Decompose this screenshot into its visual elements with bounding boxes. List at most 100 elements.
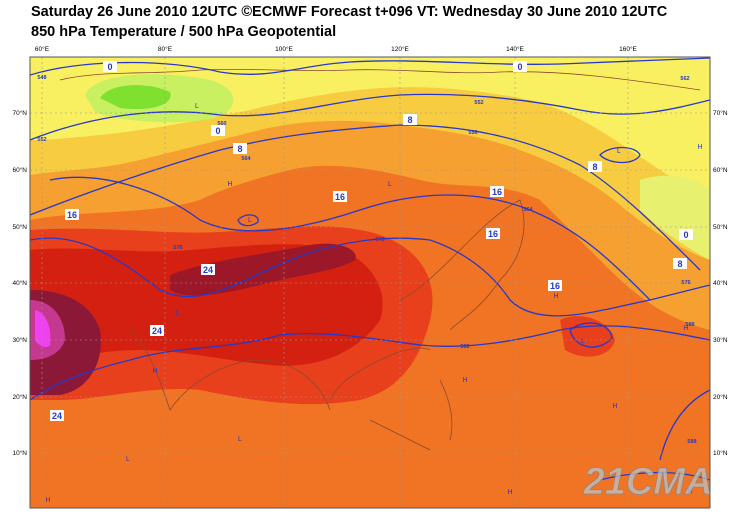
- lon-label: 80°E: [158, 45, 173, 53]
- contour-label-box: [548, 280, 562, 291]
- contour-label-box: [403, 114, 417, 125]
- contour-label-box: [673, 258, 687, 269]
- contour-label-box: [233, 143, 247, 154]
- lat-label-left: 10°N: [12, 449, 27, 457]
- field-magenta: [35, 310, 51, 348]
- contour-label: 560: [217, 121, 226, 127]
- pressure-center: H: [553, 293, 558, 300]
- contour-label: 0: [107, 62, 112, 72]
- lat-label-right: 50°N: [713, 223, 728, 231]
- lat-label-right: 30°N: [713, 336, 728, 344]
- contour-label: 16: [488, 229, 498, 239]
- contour-line: [30, 325, 710, 401]
- temperature-field: [30, 57, 710, 508]
- contour-line: [30, 237, 710, 317]
- pressure-center: L: [195, 103, 199, 110]
- lon-label: 140°E: [506, 45, 524, 53]
- contour-label-box: [490, 186, 504, 197]
- pressure-center: L: [176, 310, 180, 317]
- contour-label: 0: [517, 62, 522, 72]
- contour-label: 16: [67, 210, 77, 220]
- contour-label-box: [65, 209, 79, 220]
- subtitle: 850 hPa Temperature / 500 hPa Geopotenti…: [31, 24, 337, 40]
- coastline: [329, 347, 431, 401]
- contour-line: [49, 176, 651, 301]
- lat-label-left: 70°N: [12, 109, 27, 117]
- pressure-center: L: [581, 338, 585, 345]
- contour-line: [237, 146, 641, 348]
- contour-label-box: [150, 325, 164, 336]
- contour-label-box: [333, 191, 347, 202]
- contour-label: 552: [37, 137, 46, 143]
- coastline: [369, 379, 453, 451]
- contour-line: [30, 124, 701, 271]
- contour-line: [30, 57, 710, 76]
- contour-label: 8: [677, 259, 682, 269]
- contour-label: 8: [407, 115, 412, 125]
- contour-label: 24: [203, 265, 213, 275]
- lat-label-left: 20°N: [12, 393, 27, 401]
- pressure-center: H: [687, 488, 692, 495]
- pressure-center: L: [388, 181, 392, 188]
- contour-label: 588: [685, 322, 694, 328]
- contour-label-box: [679, 229, 693, 240]
- lon-label: 100°E: [275, 45, 293, 53]
- pressure-center: H: [683, 325, 688, 332]
- contour-label: 0: [683, 230, 688, 240]
- lat-label-left: 40°N: [12, 279, 27, 287]
- contour-label: 16: [492, 187, 502, 197]
- field-dark-red: [170, 243, 356, 296]
- pressure-center: L: [126, 456, 130, 463]
- contour-label-box: [513, 61, 527, 72]
- contour-label: 556: [468, 130, 477, 136]
- contour-label: 0: [215, 126, 220, 136]
- contour-label: 16: [335, 192, 345, 202]
- contour-label: 564: [241, 156, 251, 162]
- lat-label-left: 50°N: [12, 223, 27, 231]
- contour-line: [599, 389, 710, 481]
- contour-label: 576: [375, 237, 384, 243]
- watermark: 21CMA: [583, 461, 713, 503]
- lat-label-left: 30°N: [12, 336, 27, 344]
- contour-label: 588: [460, 344, 469, 350]
- pressure-center: H: [507, 489, 512, 496]
- pressure-center: H: [45, 497, 50, 504]
- contour-label-box: [50, 410, 64, 421]
- contour-label-box: [211, 125, 225, 136]
- lat-label-left: 60°N: [12, 166, 27, 174]
- labels: 60°E 80°E 100°E 120°E 140°E 160°E 70°N 70°N 60°N…: [12, 45, 727, 504]
- contour-label-box: [201, 264, 215, 275]
- pressure-center: H: [612, 403, 617, 410]
- pressure-center: L: [238, 436, 242, 443]
- contour-label: 552: [474, 100, 483, 106]
- contour-label: 8: [592, 162, 597, 172]
- title: Saturday 26 June 2010 12UTC ©ECMWF Forec…: [31, 4, 668, 20]
- contour-label: 588: [687, 439, 696, 445]
- lat-label-right: 70°N: [713, 109, 728, 117]
- contour-label: 24: [152, 326, 162, 336]
- contour-label: 564: [523, 207, 533, 213]
- contour-label: 24: [52, 411, 62, 421]
- contour-label: 16: [550, 281, 560, 291]
- contour-label: 8: [237, 144, 242, 154]
- pressure-center: H: [227, 181, 232, 188]
- pressure-center: H: [462, 377, 467, 384]
- lat-label-right: 40°N: [713, 279, 728, 287]
- pressure-center: L: [248, 217, 252, 224]
- contour-label: 576: [173, 245, 182, 251]
- field-green-dark: [100, 85, 171, 110]
- lon-label: 60°E: [35, 45, 50, 53]
- contours: [30, 57, 710, 481]
- coastline: [399, 199, 525, 331]
- contour-label-box: [103, 61, 117, 72]
- contour-label-box: [588, 161, 602, 172]
- lat-label-right: 60°N: [713, 166, 728, 174]
- lat-label-right: 10°N: [713, 449, 728, 457]
- pressure-center: H: [697, 144, 702, 151]
- contour-line: [30, 93, 710, 141]
- pressure-center: L: [617, 148, 621, 155]
- contour-label-box: [486, 228, 500, 239]
- contour-label: 548: [37, 75, 46, 81]
